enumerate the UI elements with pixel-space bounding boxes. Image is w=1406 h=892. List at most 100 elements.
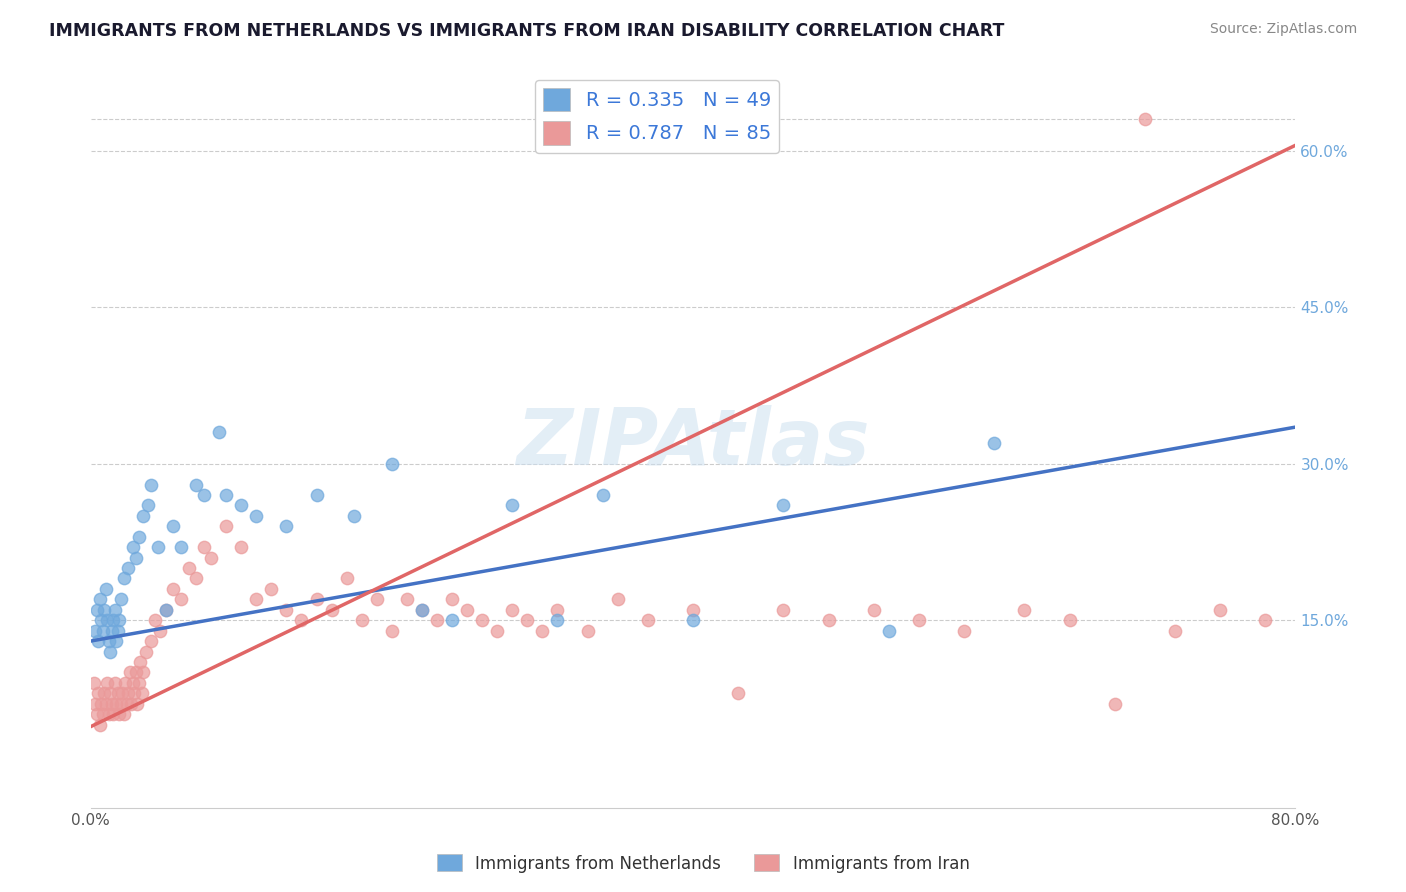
Point (350, 613, 373, 627)
Point (908, 613, 931, 627)
Point (276, 519, 298, 533)
Point (231, 540, 253, 554)
Point (93, 603, 115, 617)
Point (96, 676, 118, 690)
Point (108, 613, 131, 627)
Point (1133, 112, 1156, 127)
Point (592, 488, 614, 502)
Point (411, 603, 433, 617)
Point (877, 624, 900, 638)
Point (117, 686, 139, 700)
Point (953, 624, 976, 638)
Point (343, 508, 366, 523)
Point (1014, 603, 1036, 617)
Point (547, 613, 569, 627)
Point (983, 435, 1005, 450)
Point (817, 613, 839, 627)
Point (86, 603, 108, 617)
Point (441, 613, 464, 627)
Point (100, 697, 122, 711)
Point (637, 613, 659, 627)
Point (87, 634, 110, 648)
Point (112, 571, 135, 585)
Point (115, 697, 138, 711)
Point (98, 686, 121, 700)
Point (136, 499, 159, 513)
Point (86, 707, 108, 722)
Point (132, 508, 155, 523)
Text: IMMIGRANTS FROM NETHERLANDS VS IMMIGRANTS FROM IRAN DISABILITY CORRELATION CHART: IMMIGRANTS FROM NETHERLANDS VS IMMIGRANT… (49, 22, 1004, 40)
Point (184, 571, 207, 585)
Point (321, 603, 343, 617)
Point (104, 603, 127, 617)
Point (193, 488, 215, 502)
Text: ZIPAtlas: ZIPAtlas (516, 405, 870, 481)
Point (606, 592, 628, 607)
Point (97, 707, 120, 722)
Legend: R = 0.335   N = 49, R = 0.787   N = 85: R = 0.335 N = 49, R = 0.787 N = 85 (536, 80, 779, 153)
Point (91, 707, 114, 722)
Point (128, 530, 150, 544)
Point (121, 540, 143, 554)
Point (124, 686, 146, 700)
Point (200, 550, 222, 565)
Point (114, 676, 136, 690)
Point (862, 603, 884, 617)
Point (336, 571, 359, 585)
Point (93, 686, 115, 700)
Point (170, 540, 193, 554)
Point (245, 592, 267, 607)
Point (98, 644, 121, 658)
Point (89, 592, 111, 607)
Point (411, 603, 433, 617)
Point (111, 686, 134, 700)
Point (305, 488, 328, 502)
Point (441, 592, 464, 607)
Point (772, 603, 794, 617)
Point (516, 613, 538, 627)
Point (145, 613, 167, 627)
Point (100, 624, 122, 638)
Point (84, 624, 107, 638)
Text: Source: ZipAtlas.com: Source: ZipAtlas.com (1209, 22, 1357, 37)
Point (129, 655, 152, 669)
Point (94, 582, 117, 596)
Point (94, 697, 117, 711)
Point (139, 477, 162, 491)
Point (139, 634, 162, 648)
Point (117, 561, 139, 575)
Point (381, 457, 404, 471)
Point (486, 624, 509, 638)
Point (84, 697, 107, 711)
Point (290, 613, 312, 627)
Point (131, 686, 153, 700)
Point (83, 676, 105, 690)
Point (87, 686, 110, 700)
Point (245, 508, 267, 523)
Point (576, 624, 599, 638)
Point (105, 697, 128, 711)
Point (112, 707, 135, 722)
Point (207, 425, 229, 440)
Point (121, 676, 143, 690)
Point (105, 634, 128, 648)
Point (96, 613, 118, 627)
Point (103, 707, 125, 722)
Point (127, 697, 149, 711)
Point (1254, 613, 1277, 627)
Point (260, 582, 283, 596)
Point (395, 592, 418, 607)
Point (456, 603, 478, 617)
Point (90, 613, 112, 627)
Point (108, 707, 131, 722)
Point (125, 665, 148, 680)
Point (215, 488, 238, 502)
Point (162, 582, 184, 596)
Point (1209, 603, 1232, 617)
Point (103, 613, 125, 627)
Point (193, 540, 215, 554)
Point (135, 644, 157, 658)
Point (118, 665, 141, 680)
Point (501, 603, 523, 617)
Point (215, 519, 238, 533)
